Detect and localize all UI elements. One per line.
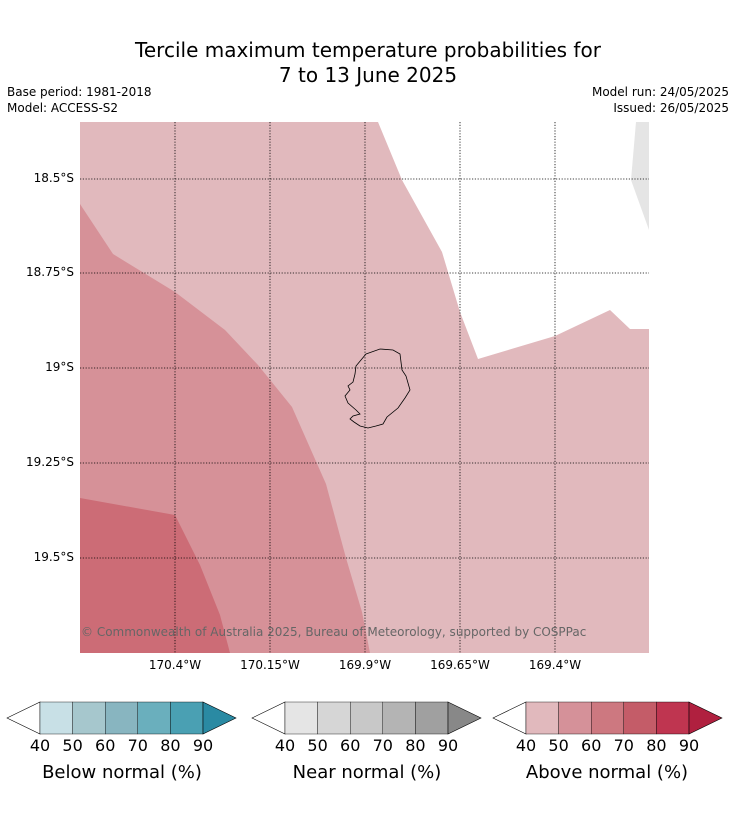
tick-label: 60 xyxy=(340,736,361,755)
issued-date: Issued: 26/05/2025 xyxy=(613,101,729,115)
colorbar-below-label: Below normal (%) xyxy=(42,762,202,783)
colorbar-near-label: Near normal (%) xyxy=(292,762,442,783)
lon-label: 169.9°W xyxy=(338,658,392,672)
lon-label: 170.15°W xyxy=(240,658,300,672)
colorbar-segment xyxy=(284,701,318,735)
tick-label: 70 xyxy=(127,736,148,755)
colorbar-segment xyxy=(382,701,416,735)
probability-map xyxy=(80,122,649,653)
meta-left: Base period: 1981-2018 Model: ACCESS-S2 xyxy=(7,84,152,116)
colorbar-segment xyxy=(656,701,690,735)
lon-label: 169.65°W xyxy=(430,658,490,672)
colorbar-segment xyxy=(349,701,383,735)
lon-label: 170.4°W xyxy=(148,658,202,672)
base-period: Base period: 1981-2018 xyxy=(7,85,152,99)
colorbar-extend-high xyxy=(202,701,237,735)
tick-label: 40 xyxy=(515,736,537,755)
tick-label: 90 xyxy=(678,736,700,755)
colorbar-extend-high xyxy=(688,701,723,735)
colorbar-segment xyxy=(590,701,624,735)
island-outline xyxy=(344,348,411,429)
colorbar-extend-high xyxy=(447,701,482,735)
tick-label: 60 xyxy=(95,736,116,755)
colorbar-segment xyxy=(623,701,657,735)
tick-label: 80 xyxy=(405,736,426,755)
tick-label: 40 xyxy=(274,736,296,755)
colorbar-segment xyxy=(72,701,106,735)
colorbar-segment xyxy=(415,701,449,735)
map-title: Tercile maximum temperature probabilitie… xyxy=(0,38,736,88)
colorbar-segment xyxy=(39,701,73,735)
colorbar-above-graphic xyxy=(492,701,723,735)
colorbar-segment xyxy=(525,701,559,735)
colorbar-segment xyxy=(170,701,204,735)
tick-label: 90 xyxy=(192,736,214,755)
colorbar-extend-low xyxy=(6,701,41,735)
tick-label: 50 xyxy=(62,736,83,755)
colorbar-segment xyxy=(137,701,171,735)
lat-label: 19.5°S xyxy=(33,550,74,564)
tick-label: 90 xyxy=(437,736,459,755)
tick-label: 40 xyxy=(29,736,51,755)
lat-label: 18.5°S xyxy=(33,171,74,185)
colorbar-segment xyxy=(558,701,592,735)
tick-label: 50 xyxy=(307,736,328,755)
tick-label: 70 xyxy=(372,736,393,755)
model-name: Model: ACCESS-S2 xyxy=(7,101,119,115)
lat-label: 19°S xyxy=(45,360,74,374)
lon-label: 169.4°W xyxy=(528,658,582,672)
meta-right: Model run: 24/05/2025 Issued: 26/05/2025 xyxy=(592,84,729,116)
copyright-notice: © Commonwealth of Australia 2025, Bureau… xyxy=(81,625,587,639)
tick-label: 70 xyxy=(613,736,634,755)
colorbar-segment xyxy=(104,701,138,735)
tick-label: 80 xyxy=(646,736,667,755)
lat-label: 19.25°S xyxy=(26,455,74,469)
colorbar-near-graphic xyxy=(251,701,482,735)
tick-label: 50 xyxy=(548,736,569,755)
colorbar-below-graphic xyxy=(6,701,237,735)
map-canvas xyxy=(80,122,649,653)
lat-label: 18.75°S xyxy=(26,265,74,279)
tick-label: 80 xyxy=(160,736,181,755)
colorbar-extend-low xyxy=(492,701,527,735)
title-line-2: 7 to 13 June 2025 xyxy=(278,63,458,87)
colorbar-extend-low xyxy=(251,701,286,735)
tick-label: 60 xyxy=(581,736,602,755)
region-above-60-70 xyxy=(80,498,230,653)
colorbar-segment xyxy=(317,701,351,735)
graticule xyxy=(80,122,649,653)
title-line-1: Tercile maximum temperature probabilitie… xyxy=(135,38,601,62)
colorbar-above-label: Above normal (%) xyxy=(525,762,689,783)
region-near-40-50 xyxy=(631,122,649,230)
model-run: Model run: 24/05/2025 xyxy=(591,85,729,99)
